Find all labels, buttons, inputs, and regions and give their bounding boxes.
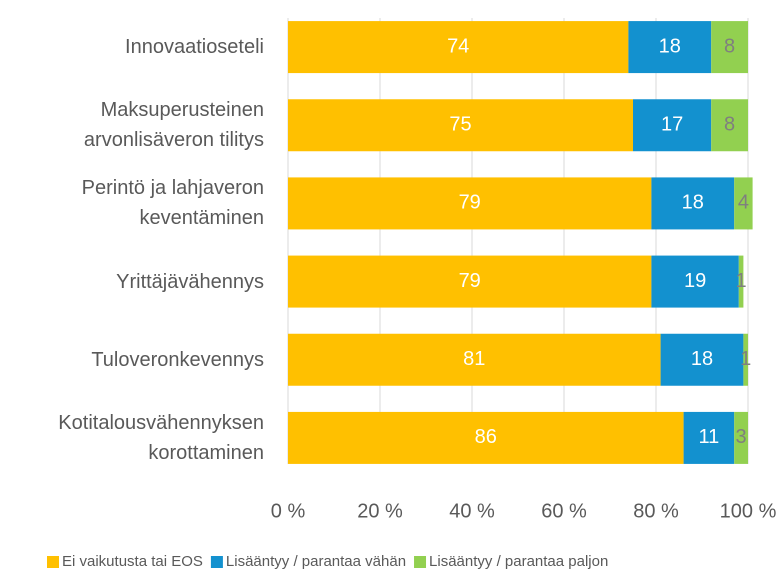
legend-label: Lisääntyy / parantaa paljon xyxy=(429,553,608,570)
data-label: 11 xyxy=(699,426,720,448)
bar-segment xyxy=(711,99,748,152)
data-label: 18 xyxy=(691,348,713,370)
data-label: 19 xyxy=(684,270,706,292)
x-tick-label: 80 % xyxy=(633,500,679,522)
x-tick-label: 60 % xyxy=(541,500,587,522)
bar-segment xyxy=(683,411,735,464)
data-label: 17 xyxy=(661,114,683,136)
y-tick-label: Kotitalousvähennyksen korottaminen xyxy=(58,411,264,464)
bar-segment xyxy=(288,21,629,74)
legend-swatch xyxy=(47,556,59,568)
bar-segment xyxy=(660,333,744,386)
data-label: 8 xyxy=(724,114,735,136)
data-label: 3 xyxy=(736,426,747,448)
bar-segment xyxy=(651,177,735,230)
bar-segment xyxy=(288,99,633,152)
x-tick-label: 40 % xyxy=(449,500,495,522)
bar-segment xyxy=(288,255,652,308)
data-label: 4 xyxy=(738,192,749,214)
data-label: 8 xyxy=(724,35,735,57)
data-label: 79 xyxy=(459,192,481,214)
data-label: 75 xyxy=(449,114,471,136)
data-label: 18 xyxy=(659,35,681,57)
data-label: 74 xyxy=(447,35,469,57)
data-label: 86 xyxy=(475,426,497,448)
legend-swatch xyxy=(414,556,427,568)
data-label: 1 xyxy=(740,348,751,370)
bar-segment xyxy=(743,333,748,386)
x-tick-label: 20 % xyxy=(357,500,403,522)
bar-segment xyxy=(633,99,712,152)
bar-segment xyxy=(734,411,748,464)
bar-segment xyxy=(711,21,748,74)
legend-label: Ei vaikutusta tai EOS xyxy=(62,553,203,570)
y-tick-label: Maksuperusteinen arvonlisäveron tilitys xyxy=(83,99,264,152)
data-label: 79 xyxy=(459,270,481,292)
bar-segment xyxy=(738,255,744,308)
bar-segment xyxy=(628,21,712,74)
y-tick-label: Yrittäjävähennys xyxy=(116,270,264,293)
bar-segment xyxy=(734,177,753,230)
y-tick-label: Innovaatioseteli xyxy=(125,36,264,59)
bar-segment xyxy=(288,333,661,386)
legend-label: Lisääntyy / parantaa vähän xyxy=(226,553,406,570)
x-tick-label: 100 % xyxy=(720,500,777,522)
data-label: 1 xyxy=(736,270,747,292)
legend-swatch xyxy=(210,556,223,568)
data-label: 81 xyxy=(463,348,485,370)
bar-segment xyxy=(288,411,684,464)
x-tick-label: 0 % xyxy=(271,500,306,522)
bar-segment xyxy=(651,255,739,308)
y-tick-label: Perintö ja lahjaveron keventäminen xyxy=(81,177,264,230)
data-label: 18 xyxy=(682,192,704,214)
y-tick-label: Tuloveronkevennys xyxy=(91,348,264,371)
bar-segment xyxy=(288,177,652,230)
